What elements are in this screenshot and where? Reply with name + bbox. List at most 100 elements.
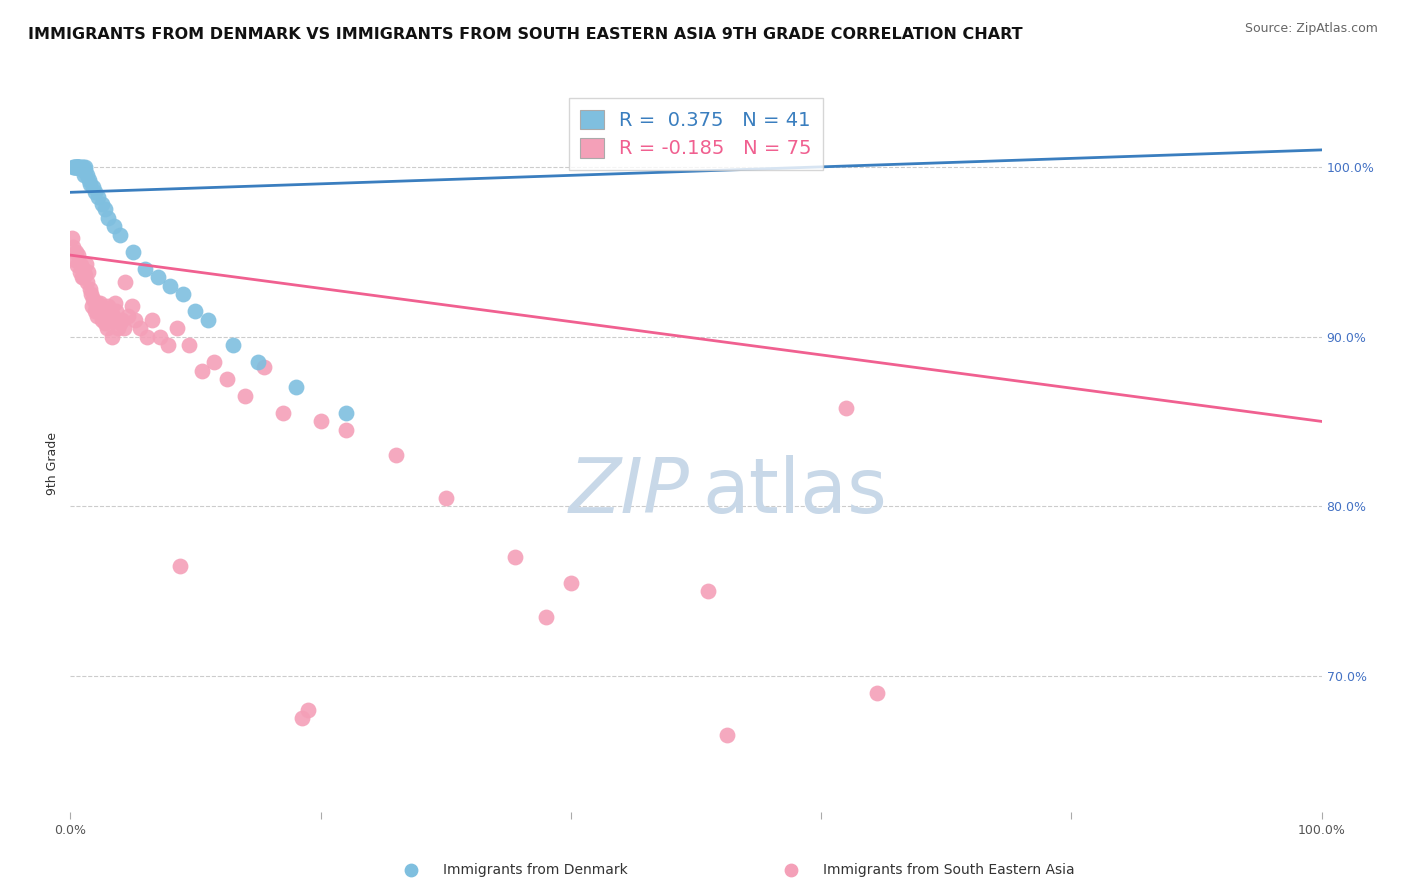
Point <box>117 309 139 323</box>
Point <box>253 360 276 375</box>
Point <box>235 389 257 403</box>
Point <box>63 160 86 174</box>
Point <box>69 160 91 174</box>
Point <box>112 321 135 335</box>
Point <box>103 309 125 323</box>
Point <box>401 863 423 877</box>
Point <box>215 372 238 386</box>
Point <box>129 321 152 335</box>
Point <box>122 244 145 259</box>
Point <box>66 160 89 174</box>
Point <box>101 329 124 343</box>
Point <box>124 312 146 326</box>
Point <box>90 197 112 211</box>
Point <box>79 177 101 191</box>
Point <box>72 163 94 178</box>
Point <box>105 312 128 326</box>
Point <box>190 363 212 377</box>
Point <box>247 355 270 369</box>
Point <box>291 711 314 725</box>
Point <box>271 406 294 420</box>
Point <box>66 258 89 272</box>
Point <box>66 160 89 174</box>
Point <box>384 448 406 462</box>
Point <box>73 163 96 178</box>
Point <box>159 278 181 293</box>
Point <box>141 312 163 326</box>
Point <box>98 312 121 326</box>
Point <box>73 169 96 183</box>
Point <box>79 282 101 296</box>
Point <box>866 686 889 700</box>
Point <box>70 270 93 285</box>
Point <box>89 295 111 310</box>
Point <box>77 265 100 279</box>
Point <box>65 244 87 259</box>
Point <box>97 211 120 225</box>
Point <box>169 558 191 573</box>
Point <box>335 423 357 437</box>
Point <box>98 312 121 326</box>
Point <box>309 414 332 428</box>
Point <box>135 329 157 343</box>
Point <box>86 309 108 323</box>
Point <box>110 227 132 242</box>
Point <box>82 180 104 194</box>
Point <box>108 316 131 330</box>
Point <box>65 160 87 174</box>
Point <box>134 261 156 276</box>
Point <box>60 231 83 245</box>
Text: IMMIGRANTS FROM DENMARK VS IMMIGRANTS FROM SOUTH EASTERN ASIA 9TH GRADE CORRELAT: IMMIGRANTS FROM DENMARK VS IMMIGRANTS FR… <box>28 27 1022 42</box>
Point <box>184 304 207 318</box>
Point <box>84 299 107 313</box>
Y-axis label: 9th Grade: 9th Grade <box>46 433 59 495</box>
Point <box>67 248 90 262</box>
Text: Source: ZipAtlas.com: Source: ZipAtlas.com <box>1244 22 1378 36</box>
Point <box>87 190 110 204</box>
Point <box>94 309 117 323</box>
Point <box>76 275 98 289</box>
Point <box>70 160 93 174</box>
Point <box>297 703 319 717</box>
Point <box>66 160 89 174</box>
Point <box>67 160 90 174</box>
Point <box>166 321 188 335</box>
Point <box>335 406 357 420</box>
Point <box>66 160 89 174</box>
Point <box>103 219 125 234</box>
Point <box>93 316 115 330</box>
Point <box>91 312 114 326</box>
Point <box>121 299 143 313</box>
Text: Immigrants from Denmark: Immigrants from Denmark <box>443 863 627 877</box>
Point <box>202 355 225 369</box>
Point <box>63 160 86 174</box>
Point <box>84 186 107 200</box>
Point <box>76 169 98 183</box>
Point <box>87 304 110 318</box>
Text: Immigrants from South Eastern Asia: Immigrants from South Eastern Asia <box>823 863 1074 877</box>
Point <box>835 401 858 415</box>
Point <box>63 253 86 268</box>
Point <box>100 304 122 318</box>
Point <box>104 304 127 318</box>
Point <box>222 338 245 352</box>
Point <box>83 304 105 318</box>
Point <box>197 312 219 326</box>
Point <box>149 329 172 343</box>
Point <box>93 304 115 318</box>
Point <box>716 728 738 742</box>
Point <box>75 257 97 271</box>
Point <box>75 160 97 174</box>
Point <box>72 261 94 276</box>
Point <box>72 160 94 174</box>
Point <box>69 265 91 279</box>
Point <box>110 312 132 326</box>
Point <box>779 863 801 877</box>
Text: atlas: atlas <box>702 455 887 529</box>
Point <box>65 160 87 174</box>
Point <box>107 321 129 335</box>
Point <box>179 338 201 352</box>
Point <box>94 202 117 217</box>
Point <box>534 609 557 624</box>
Text: ZIP: ZIP <box>569 455 690 529</box>
